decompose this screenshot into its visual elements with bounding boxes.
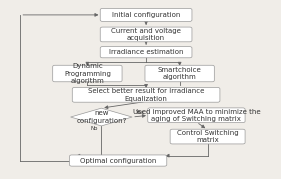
Text: Control Switching
matrix: Control Switching matrix [177, 130, 238, 143]
FancyBboxPatch shape [100, 8, 192, 21]
Text: Select better result for irradiance
Equalization: Select better result for irradiance Equa… [88, 88, 204, 101]
Text: Initial configuration: Initial configuration [112, 12, 180, 18]
FancyBboxPatch shape [145, 65, 214, 82]
Text: Current and voltage
acquisition: Current and voltage acquisition [111, 28, 181, 41]
FancyBboxPatch shape [69, 155, 167, 166]
FancyBboxPatch shape [100, 47, 192, 58]
Text: new
configuration?: new configuration? [76, 110, 126, 124]
Text: Optimal configuration: Optimal configuration [80, 158, 156, 164]
Polygon shape [71, 108, 132, 126]
Text: Dynamic
Programming
algorithm: Dynamic Programming algorithm [64, 63, 111, 84]
FancyBboxPatch shape [72, 88, 220, 102]
FancyBboxPatch shape [170, 129, 245, 144]
Text: Irradiance estimation: Irradiance estimation [109, 49, 183, 55]
FancyBboxPatch shape [148, 108, 245, 123]
FancyBboxPatch shape [100, 27, 192, 42]
Text: Smartchoice
algorithm: Smartchoice algorithm [158, 67, 201, 80]
Text: Used improved MAA to minimize the
aging of Switching matrix: Used improved MAA to minimize the aging … [133, 108, 260, 122]
Text: Yes: Yes [135, 110, 144, 115]
FancyBboxPatch shape [53, 65, 122, 82]
Text: No: No [90, 126, 98, 131]
